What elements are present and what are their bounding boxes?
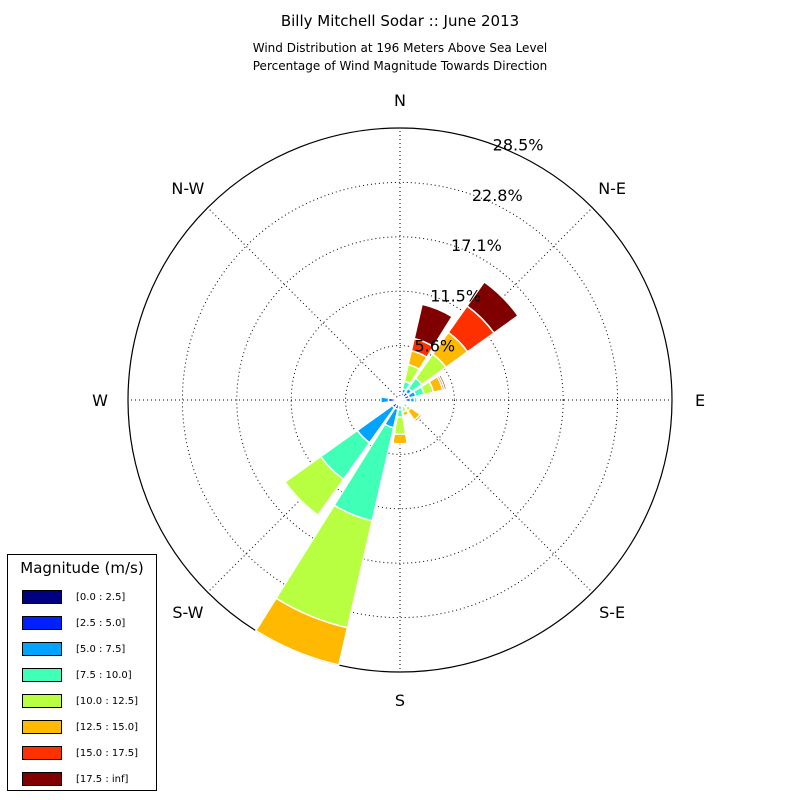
grid-circle bbox=[345, 345, 455, 455]
outer-circle bbox=[127, 127, 673, 673]
sector-bar bbox=[380, 395, 390, 405]
legend-label: [0.0 : 2.5] bbox=[76, 591, 126, 603]
legend-label: [5.0 : 7.5] bbox=[76, 643, 126, 655]
sector-bar bbox=[254, 597, 349, 666]
legend-item: [2.5 : 5.0] bbox=[8, 610, 156, 636]
legend-item: [5.0 : 7.5] bbox=[8, 636, 156, 662]
sector-bar bbox=[391, 433, 409, 445]
grid-circle bbox=[181, 181, 619, 619]
radial-tick-label: 28.5% bbox=[493, 136, 544, 155]
radial-tick-label: 11.5% bbox=[430, 286, 481, 305]
legend-label: [7.5 : 10.0] bbox=[76, 669, 132, 681]
direction-label: S-E bbox=[599, 603, 625, 622]
legend-item: [10.0 : 12.5] bbox=[8, 688, 156, 714]
legend: Magnitude (m/s) [0.0 : 2.5] [2.5 : 5.0] [5… bbox=[7, 554, 157, 791]
sector-bar bbox=[413, 413, 423, 423]
legend-item: [7.5 : 10.0] bbox=[8, 662, 156, 688]
chart-subtitle-line2: Percentage of Wind Magnitude Towards Dir… bbox=[252, 59, 548, 73]
legend-item: [12.5 : 15.0] bbox=[8, 714, 156, 740]
legend-item: [17.5 : inf] bbox=[8, 766, 156, 792]
direction-label: S-W bbox=[172, 603, 203, 622]
sector-bars bbox=[254, 280, 520, 666]
direction-label: S bbox=[395, 691, 405, 710]
sector-bar bbox=[387, 397, 397, 403]
chart-subtitle-line1: Wind Distribution at 196 Meters Above Se… bbox=[252, 41, 548, 55]
legend-title: Magnitude (m/s) bbox=[20, 559, 144, 577]
direction-label: N-E bbox=[598, 179, 626, 198]
grid-spoke bbox=[399, 399, 593, 593]
legend-item: [0.0 : 2.5] bbox=[8, 584, 156, 610]
grid-spoke bbox=[207, 207, 401, 401]
sector-bar bbox=[437, 373, 448, 391]
sector-bar bbox=[417, 395, 420, 405]
direction-label: W bbox=[92, 391, 108, 410]
legend-swatch bbox=[22, 746, 62, 760]
radial-tick-label: 22.8% bbox=[472, 186, 523, 205]
direction-label: N-W bbox=[171, 179, 204, 198]
sector-bar bbox=[413, 303, 454, 348]
legend-label: [10.0 : 12.5] bbox=[76, 695, 139, 707]
legend-label: [12.5 : 15.0] bbox=[76, 721, 139, 733]
sector-bar bbox=[401, 409, 410, 417]
direction-label: E bbox=[695, 391, 705, 410]
radial-tick-label: 17.1% bbox=[451, 236, 502, 255]
grid-circle bbox=[236, 236, 564, 564]
legend-label: [2.5 : 5.0] bbox=[76, 617, 126, 629]
legend-swatch bbox=[22, 642, 62, 656]
legend-item: [15.0 : 17.5] bbox=[8, 740, 156, 766]
legend-swatch bbox=[22, 720, 62, 734]
legend-label: [15.0 : 17.5] bbox=[76, 747, 139, 759]
legend-swatch bbox=[22, 616, 62, 630]
chart-title: Billy Mitchell Sodar :: June 2013 bbox=[280, 12, 520, 30]
legend-items: [0.0 : 2.5] [2.5 : 5.0] [5.0 : 7.5] [7.5 : … bbox=[8, 584, 156, 792]
legend-swatch bbox=[22, 772, 62, 786]
legend-label: [17.5 : inf] bbox=[76, 773, 129, 785]
sector-bar bbox=[283, 455, 345, 517]
direction-label: N bbox=[394, 91, 406, 110]
sector-bar bbox=[466, 280, 520, 334]
chart-labels: N N-E E S-E S S-W W N-W 5.6% 11.5% 17.1% 22.8% 28.5% bbox=[92, 91, 705, 710]
legend-swatch bbox=[22, 590, 62, 604]
legend-swatch bbox=[22, 694, 62, 708]
radial-tick-label: 5.6% bbox=[414, 337, 455, 356]
legend-swatch bbox=[22, 668, 62, 682]
